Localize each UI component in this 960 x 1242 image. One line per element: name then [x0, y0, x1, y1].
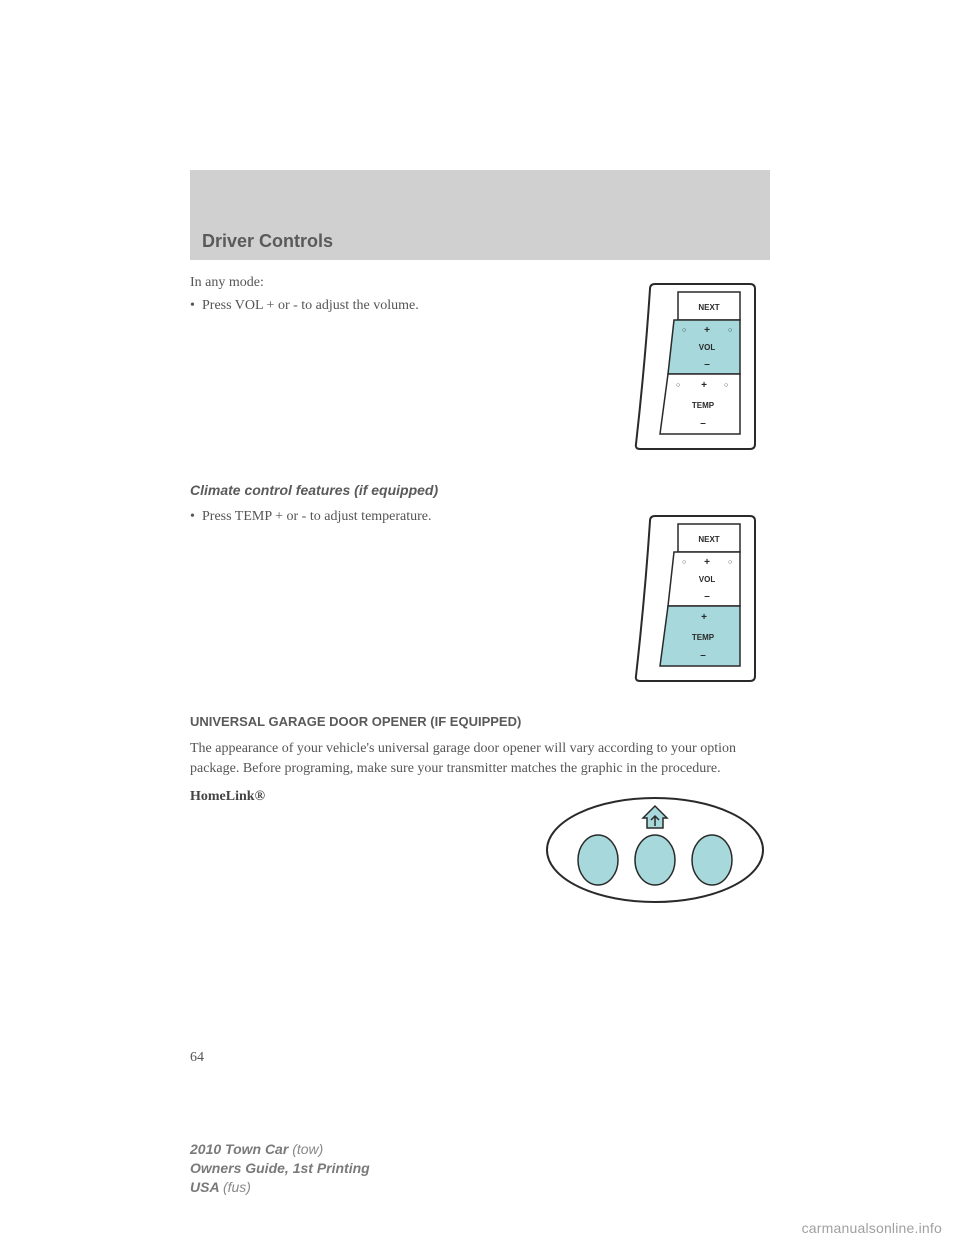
volume-bullet: • Press VOL + or - to adjust the volume.	[190, 297, 600, 316]
bullet-marker: •	[190, 508, 202, 527]
climate-bullet-text: Press TEMP + or - to adjust temperature.	[202, 508, 600, 527]
svg-text:○: ○	[682, 559, 686, 566]
section-climate: • Press TEMP + or - to adjust temperatur…	[190, 506, 770, 696]
volume-figure: NEXT ○ + ○ VOL – ○ + ○ TEMP –	[620, 274, 770, 464]
homelink-label: HomeLink®	[190, 789, 265, 804]
svg-text:+: +	[704, 557, 710, 568]
homelink-figure	[540, 788, 770, 908]
control-panel-vol-svg: NEXT ○ + ○ VOL – ○ + ○ TEMP –	[620, 274, 770, 464]
svg-text:–: –	[700, 650, 706, 661]
homelink-button-3	[692, 835, 732, 885]
svg-text:NEXT: NEXT	[698, 535, 719, 544]
svg-text:○: ○	[728, 327, 732, 334]
climate-heading: Climate control features (if equipped)	[190, 482, 770, 498]
homelink-svg	[540, 788, 770, 908]
svg-text:○: ○	[724, 382, 728, 389]
footer: 2010 Town Car (tow) Owners Guide, 1st Pr…	[190, 1140, 370, 1197]
page-content: In any mode: • Press VOL + or - to adjus…	[190, 260, 770, 908]
volume-intro: In any mode:	[190, 274, 600, 293]
svg-text:VOL: VOL	[699, 575, 716, 584]
control-panel-temp-svg: NEXT ○ + ○ VOL – + TEMP –	[620, 506, 770, 696]
vol-label: VOL	[699, 343, 716, 352]
svg-text:–: –	[704, 359, 710, 370]
footer-line-2: Owners Guide, 1st Printing	[190, 1159, 370, 1178]
svg-text:○: ○	[676, 382, 680, 389]
climate-bullet: • Press TEMP + or - to adjust temperatur…	[190, 508, 600, 527]
footer-code2: (fus)	[223, 1179, 251, 1195]
footer-region: USA	[190, 1179, 223, 1195]
page-title: Driver Controls	[202, 231, 333, 252]
svg-text:○: ○	[682, 327, 686, 334]
footer-line-3: USA (fus)	[190, 1178, 370, 1197]
svg-text:–: –	[700, 418, 706, 429]
section-volume: In any mode: • Press VOL + or - to adjus…	[190, 274, 770, 464]
svg-text:–: –	[704, 591, 710, 602]
volume-text: In any mode: • Press VOL + or - to adjus…	[190, 274, 620, 316]
svg-text:TEMP: TEMP	[692, 633, 715, 642]
svg-text:+: +	[701, 612, 707, 623]
svg-text:○: ○	[728, 559, 732, 566]
climate-text: • Press TEMP + or - to adjust temperatur…	[190, 506, 620, 527]
homelink-button-2	[635, 835, 675, 885]
garage-heading: UNIVERSAL GARAGE DOOR OPENER (IF EQUIPPE…	[190, 714, 770, 729]
manual-page: Driver Controls In any mode: • Press VOL…	[190, 170, 770, 926]
temp-label: TEMP	[692, 401, 715, 410]
footer-code1: (tow)	[292, 1141, 323, 1157]
section-homelink: HomeLink®	[190, 788, 770, 908]
watermark: carmanualsonline.info	[802, 1220, 942, 1236]
bullet-marker: •	[190, 297, 202, 316]
garage-body: The appearance of your vehicle's univers…	[190, 739, 770, 778]
next-label: NEXT	[698, 303, 719, 312]
footer-model: 2010 Town Car	[190, 1141, 292, 1157]
climate-figure: NEXT ○ + ○ VOL – + TEMP –	[620, 506, 770, 696]
header-bar: Driver Controls	[190, 170, 770, 260]
footer-line-1: 2010 Town Car (tow)	[190, 1140, 370, 1159]
homelink-button-1	[578, 835, 618, 885]
page-number: 64	[190, 1050, 204, 1066]
volume-bullet-text: Press VOL + or - to adjust the volume.	[202, 297, 600, 316]
homelink-text: HomeLink®	[190, 788, 540, 807]
svg-text:+: +	[704, 325, 710, 336]
svg-text:+: +	[701, 380, 707, 391]
